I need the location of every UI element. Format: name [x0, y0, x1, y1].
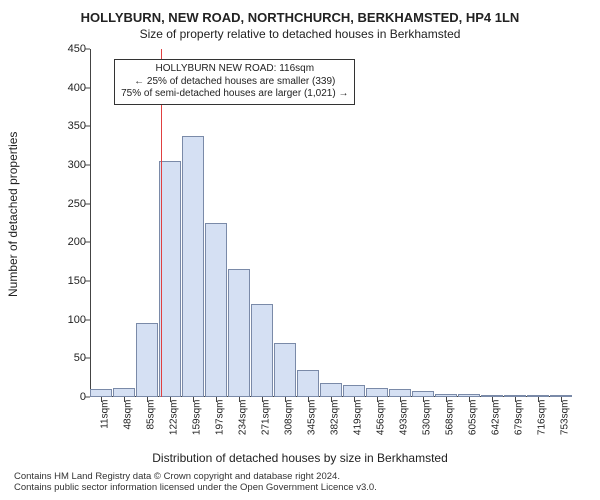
x-tick-label: 530sqm	[421, 400, 432, 436]
y-tick-mark	[85, 165, 90, 166]
histogram-bar	[182, 136, 204, 397]
x-tick-label: 159sqm	[192, 400, 203, 436]
y-tick-mark	[85, 49, 90, 50]
x-tick-label: 11sqm	[100, 400, 111, 429]
annotation-line3: 75% of semi-detached houses are larger (…	[121, 88, 348, 101]
x-tick-label: 568sqm	[444, 400, 455, 436]
y-tick-mark	[85, 319, 90, 320]
histogram-bar	[343, 385, 365, 397]
x-tick-label: 345sqm	[307, 400, 318, 436]
x-tick-label: 122sqm	[169, 400, 180, 436]
annotation-line1: HOLLYBURN NEW ROAD: 116sqm	[121, 63, 348, 76]
x-tick-label: 716sqm	[536, 400, 547, 436]
histogram-bar	[228, 269, 250, 397]
histogram-bar	[90, 389, 112, 397]
y-tick-mark	[85, 242, 90, 243]
histogram-bar	[205, 223, 227, 397]
annotation-line2: ← 25% of detached houses are smaller (33…	[121, 76, 348, 89]
x-tick-label: 197sqm	[215, 400, 226, 436]
histogram-bar	[251, 304, 273, 397]
y-tick-mark	[85, 203, 90, 204]
chart-title-line2: Size of property relative to detached ho…	[10, 27, 590, 41]
x-tick-label: 456sqm	[375, 400, 386, 436]
footnote-line2: Contains public sector information licen…	[14, 482, 590, 493]
y-tick-mark	[85, 87, 90, 88]
x-tick-label: 493sqm	[398, 400, 409, 436]
histogram-bar	[389, 389, 411, 397]
x-tick-label: 642sqm	[490, 400, 501, 436]
x-tick-label: 85sqm	[146, 400, 157, 430]
annotation-box: HOLLYBURN NEW ROAD: 116sqm ← 25% of deta…	[114, 59, 355, 105]
footnote-line1: Contains HM Land Registry data © Crown c…	[14, 471, 590, 482]
x-tick-label: 419sqm	[352, 400, 363, 436]
histogram-bar	[159, 161, 181, 397]
x-tick-label: 605sqm	[467, 400, 478, 436]
y-tick-mark	[85, 397, 90, 398]
x-tick-label: 382sqm	[330, 400, 341, 436]
chart-title-line1: HOLLYBURN, NEW ROAD, NORTHCHURCH, BERKHA…	[10, 10, 590, 25]
x-tick-label: 48sqm	[123, 400, 134, 430]
histogram-bar	[113, 388, 135, 397]
x-tick-label: 308sqm	[284, 400, 295, 436]
x-tick-label: 234sqm	[238, 400, 249, 436]
x-tick-label: 679sqm	[513, 400, 524, 436]
y-axis-label: Number of detached properties	[4, 40, 22, 388]
plot-area: HOLLYBURN NEW ROAD: 116sqm ← 25% of deta…	[56, 49, 572, 397]
histogram-bar	[136, 323, 158, 397]
y-tick-mark	[85, 358, 90, 359]
histogram-bar	[297, 370, 319, 397]
y-tick-mark	[85, 126, 90, 127]
x-tick-label: 271sqm	[261, 400, 272, 436]
histogram-bar	[320, 383, 342, 397]
histogram-bar	[366, 388, 388, 397]
plot-inner: HOLLYBURN NEW ROAD: 116sqm ← 25% of deta…	[90, 49, 572, 397]
y-tick-mark	[85, 281, 90, 282]
footnote: Contains HM Land Registry data © Crown c…	[14, 471, 590, 494]
x-axis-label: Distribution of detached houses by size …	[10, 451, 590, 465]
histogram-bar	[274, 343, 296, 397]
x-tick-label: 753sqm	[559, 400, 570, 436]
